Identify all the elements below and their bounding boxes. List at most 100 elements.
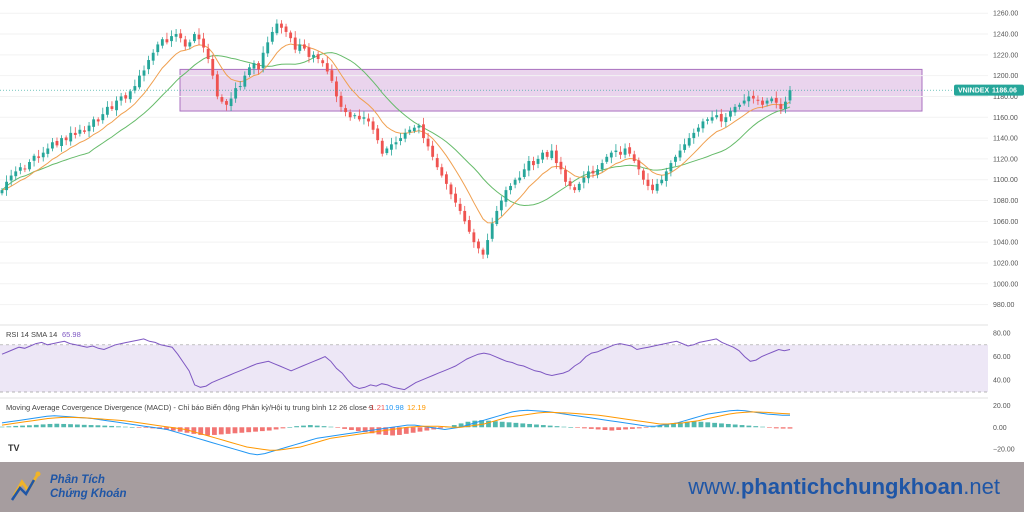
candle-body (371, 121, 375, 130)
price-tick-label: 1020.00 (993, 260, 1018, 267)
candle-body (243, 75, 247, 87)
candle-body (751, 95, 755, 99)
macd-histogram-bar (232, 427, 238, 434)
candle-body (183, 39, 187, 47)
candle-body (41, 152, 45, 158)
candle-body (774, 97, 778, 103)
candle (596, 165, 600, 179)
candle (321, 58, 325, 67)
candle (660, 175, 664, 186)
candle-body (55, 140, 59, 146)
candle (46, 143, 50, 158)
macd-histogram-bar (116, 426, 121, 428)
candle-body (266, 42, 270, 54)
candle (527, 155, 531, 177)
candle (710, 110, 714, 124)
signal-line (1, 411, 791, 451)
candle-body (596, 169, 600, 175)
candle (655, 178, 659, 194)
macd-histogram-bar (143, 427, 149, 428)
macd-tick-label: −20.00 (993, 447, 1015, 454)
macd-tick-label: 0.00 (993, 425, 1007, 432)
rsi-axis[interactable]: 80.00 60.00 40.00 (993, 331, 1011, 385)
candle-body (765, 100, 769, 104)
candle (202, 32, 206, 53)
candle-body (64, 137, 68, 141)
macd-histogram-bar (671, 423, 676, 428)
candle-body (238, 86, 242, 88)
price-panel[interactable] (0, 12, 988, 306)
candle (284, 23, 288, 37)
candle-body (637, 160, 641, 170)
candle (156, 41, 160, 56)
candle (362, 111, 366, 125)
rsi-band (0, 344, 988, 392)
candle (467, 215, 471, 234)
candle-body (674, 156, 677, 162)
candle-body (192, 34, 196, 42)
price-axis[interactable]: 1260.00 1240.00 1220.00 1200.00 1180.00 1160.… (993, 11, 1018, 309)
price-tick-label: 1080.00 (993, 198, 1018, 205)
macd-histogram-bar (561, 426, 567, 428)
candle (64, 135, 68, 146)
candle (747, 90, 751, 107)
candle (669, 160, 673, 177)
candle (536, 155, 540, 169)
candle-body (655, 183, 659, 191)
candle-body (339, 95, 343, 107)
candle-body (307, 47, 311, 57)
candle (41, 146, 45, 162)
candle (376, 124, 380, 144)
candle-body (472, 232, 476, 243)
candle-body (605, 156, 609, 162)
candle (385, 146, 389, 156)
candle-body (257, 63, 260, 70)
macd-panel[interactable]: Moving Average Covergence Divergence (MA… (0, 403, 793, 456)
price-tick-label: 1160.00 (993, 115, 1018, 122)
candle (37, 149, 41, 163)
candle-body (554, 150, 558, 164)
price-tick-label: 1220.00 (993, 52, 1018, 59)
macd-histogram-bar (595, 427, 601, 430)
macd-histogram-bar (540, 425, 546, 428)
candle-body (312, 54, 315, 58)
candle (69, 126, 73, 146)
macd-histogram-bar (205, 427, 210, 436)
macd-histogram-bar (705, 422, 711, 428)
macd-histogram-bar (424, 427, 430, 431)
macd-histogram-bar (554, 426, 560, 428)
macd-histogram-bar (88, 425, 94, 428)
candle (600, 159, 604, 173)
brand-logo[interactable]: Phân Tích Chứng Khoán (8, 466, 128, 508)
macd-axis[interactable]: 20.00 0.00 −20.00 (993, 403, 1015, 454)
candle-body (0, 190, 4, 194)
candle-body (756, 99, 760, 101)
chart-area[interactable]: 1260.00 1240.00 1220.00 1200.00 1180.00 1160.… (0, 0, 1024, 462)
candle (174, 29, 178, 42)
candle (142, 65, 146, 82)
macd-line-value: 10.98 (385, 403, 404, 412)
candle-body (719, 113, 723, 122)
rsi-panel[interactable]: RSI 14 SMA 14 65.98 (0, 330, 988, 393)
candle-body (165, 39, 169, 43)
candle (293, 31, 297, 54)
candle-body (151, 52, 155, 61)
candle (513, 177, 517, 189)
candle (472, 228, 476, 248)
candle-body (678, 150, 682, 158)
candle-body (376, 128, 380, 141)
macd-histogram-bar (273, 427, 279, 430)
candle (449, 182, 453, 200)
macd-histogram-bar (355, 427, 361, 432)
candle-body (115, 100, 118, 111)
candle-body (641, 170, 645, 180)
candle-body (252, 63, 256, 69)
candle (9, 169, 13, 186)
rsi-path (1, 338, 791, 391)
website-url[interactable]: www.phantichchungkhoan.net (688, 474, 1000, 500)
candle (0, 188, 4, 196)
macd-histogram-bar (102, 425, 108, 428)
price-tick-label: 1140.00 (993, 136, 1018, 143)
macd-histogram-bar (451, 425, 457, 428)
macd-histogram-bar (266, 427, 272, 431)
